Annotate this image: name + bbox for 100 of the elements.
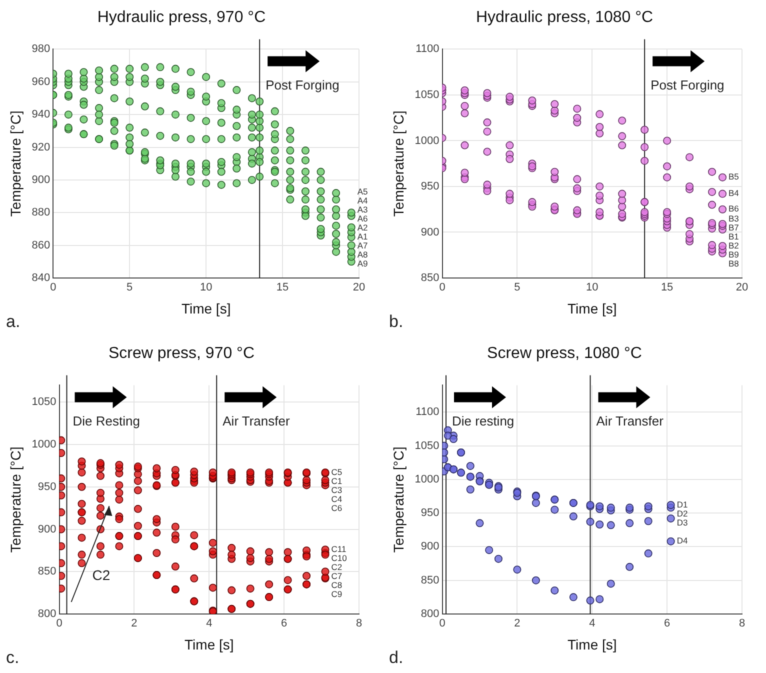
- y-tick-label: 900: [420, 226, 440, 238]
- x-tick-label: 10: [586, 282, 598, 294]
- y-axis-title: Temperature [°C]: [7, 110, 24, 217]
- series-label: B3: [728, 213, 740, 224]
- series-label: C2: [331, 562, 342, 572]
- series-label: C4: [331, 494, 342, 504]
- x-tick-label: 4: [589, 618, 596, 630]
- series-label: A9: [357, 258, 368, 268]
- y-tick-label: 850: [420, 574, 440, 586]
- y-tick-label: 950: [420, 507, 440, 520]
- y-tick-label: 920: [32, 141, 50, 154]
- x-tick-label: 8: [356, 618, 362, 630]
- y-tick-label: 880: [32, 206, 50, 219]
- chart-title: Screw press, 970 °C: [108, 345, 255, 362]
- y-tick-label: 900: [38, 523, 56, 536]
- series-label: A6: [357, 213, 368, 224]
- chart-title: Screw press, 1080 °C: [487, 345, 642, 362]
- y-tick-label: 1000: [32, 438, 56, 451]
- series-label: C3: [331, 484, 342, 495]
- y-tick-label: 800: [38, 608, 56, 620]
- series-label: D3: [676, 517, 688, 528]
- y-axis-title: Temperature [°C]: [390, 446, 406, 553]
- y-tick-label: 1050: [414, 440, 440, 452]
- series-label: C7: [331, 570, 342, 581]
- series-label: A2: [357, 222, 368, 232]
- x-tick-label: 20: [352, 282, 366, 294]
- series-label: B9: [728, 249, 740, 260]
- y-tick-label: 1050: [32, 396, 56, 408]
- x-tick-label: 15: [660, 282, 674, 294]
- x-tick-label: 0: [439, 282, 446, 294]
- x-tick-label: 20: [736, 282, 748, 294]
- series-label: C6: [331, 502, 342, 513]
- series-label: B6: [728, 204, 740, 214]
- x-tick-label: 4: [206, 618, 212, 630]
- series-label: D1: [676, 499, 688, 510]
- y-tick-label: 1050: [414, 88, 440, 101]
- x-tick-label: 10: [200, 282, 212, 294]
- y-tick-label: 940: [32, 108, 50, 121]
- series-label: C1: [331, 476, 342, 486]
- ref-line-label: Post Forging: [266, 77, 340, 92]
- x-axis-title: Time [s]: [568, 300, 617, 316]
- y-tick-label: 1000: [414, 473, 440, 486]
- chart-title: Hydraulic press, 1080 °C: [476, 9, 654, 26]
- series-label: B2: [728, 240, 740, 250]
- y-tick-label: 1100: [416, 406, 440, 418]
- x-tick-label: 0: [439, 618, 446, 630]
- x-axis-title: Time [s]: [568, 636, 617, 652]
- series-label: A4: [357, 195, 368, 206]
- series-label: D2: [676, 508, 688, 518]
- ref-line-label: Air Transfer: [596, 413, 664, 428]
- x-tick-label: 8: [738, 618, 746, 630]
- y-tick-label: 960: [32, 76, 50, 88]
- y-tick-label: 850: [38, 566, 56, 578]
- series-label: A5: [357, 186, 368, 196]
- x-tick-label: 6: [281, 618, 288, 630]
- series-label: A1: [357, 231, 368, 242]
- text: d.: [389, 648, 404, 668]
- ref-line-label: Die Resting: [72, 413, 140, 428]
- y-tick-label: 950: [38, 480, 56, 493]
- y-tick-label: 900: [420, 540, 440, 553]
- x-tick-label: 0: [50, 282, 56, 294]
- series-label: A3: [357, 204, 368, 214]
- y-tick-label: 950: [420, 180, 440, 193]
- series-label: B4: [728, 188, 740, 198]
- text: a.: [6, 312, 20, 332]
- x-tick-label: 2: [131, 618, 138, 630]
- series-label: C5: [331, 466, 342, 477]
- y-tick-label: 900: [32, 174, 50, 186]
- y-tick-label: 1100: [416, 43, 440, 56]
- series-label: A7: [357, 240, 368, 250]
- ref-line-label: Die resting: [452, 413, 514, 428]
- annotation: C2: [92, 566, 110, 583]
- y-tick-label: 850: [420, 272, 440, 284]
- x-tick-label: 2: [514, 618, 520, 630]
- y-tick-label: 840: [32, 272, 50, 284]
- ref-line-label: Post Forging: [650, 77, 724, 92]
- series-label: B5: [728, 172, 740, 182]
- y-tick-label: 860: [32, 239, 50, 252]
- y-tick-label: 800: [420, 608, 440, 620]
- y-tick-label: 980: [32, 43, 50, 56]
- y-axis-title: Temperature [°C]: [7, 446, 24, 553]
- series-label: A8: [357, 249, 368, 260]
- chart-title: Hydraulic press, 970 °C: [97, 9, 266, 26]
- series-label: C11: [331, 544, 347, 554]
- y-axis-title: Temperature [°C]: [390, 110, 406, 217]
- x-tick-label: 5: [126, 282, 133, 294]
- series-label: C9: [331, 588, 342, 599]
- series-label: C8: [331, 580, 342, 590]
- x-tick-label: 5: [514, 282, 520, 294]
- x-axis-title: Time [s]: [184, 636, 234, 652]
- series-label: B1: [728, 231, 740, 242]
- y-tick-label: 1000: [414, 134, 440, 147]
- ref-line-label: Air Transfer: [222, 413, 290, 428]
- x-axis-title: Time [s]: [181, 300, 231, 316]
- text: b.: [389, 312, 404, 332]
- text: c.: [6, 648, 20, 668]
- x-tick-label: 0: [56, 618, 62, 630]
- x-tick-label: 15: [276, 282, 289, 294]
- series-label: C10: [331, 552, 348, 563]
- series-label: D4: [676, 536, 688, 546]
